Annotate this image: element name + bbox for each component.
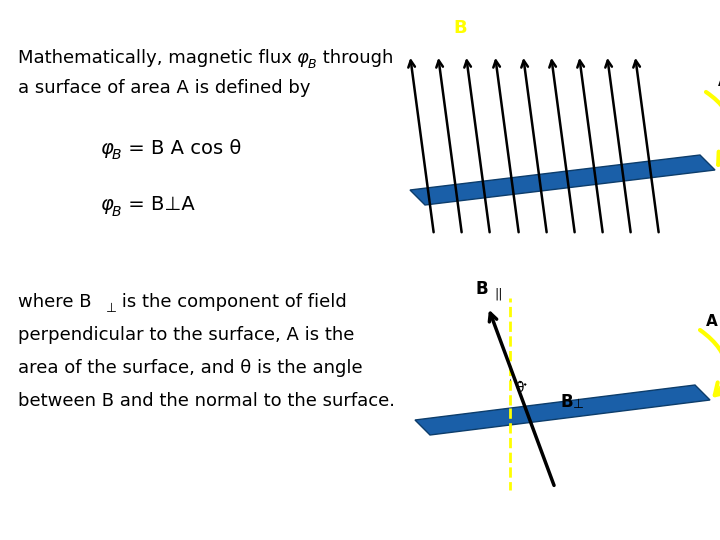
Text: B: B bbox=[112, 148, 122, 162]
FancyArrowPatch shape bbox=[700, 330, 720, 395]
Text: Mathematically, magnetic flux: Mathematically, magnetic flux bbox=[18, 49, 297, 67]
Text: B: B bbox=[476, 280, 488, 298]
Text: ⊥: ⊥ bbox=[106, 302, 117, 315]
Text: area of the surface, and θ is the angle: area of the surface, and θ is the angle bbox=[18, 359, 363, 377]
Text: = B A cos θ: = B A cos θ bbox=[122, 138, 241, 158]
Text: between B and the normal to the surface.: between B and the normal to the surface. bbox=[18, 392, 395, 410]
Text: B: B bbox=[453, 19, 467, 37]
Polygon shape bbox=[415, 385, 710, 435]
Text: B: B bbox=[112, 205, 122, 219]
Text: ||: || bbox=[494, 288, 503, 301]
Text: ⊥: ⊥ bbox=[573, 399, 584, 411]
Text: θ: θ bbox=[516, 381, 524, 395]
Text: a surface of area A is defined by: a surface of area A is defined by bbox=[18, 79, 310, 97]
Text: φ: φ bbox=[100, 195, 113, 214]
Polygon shape bbox=[410, 155, 715, 205]
Text: = B⊥A: = B⊥A bbox=[122, 195, 194, 214]
Text: φ: φ bbox=[100, 138, 113, 158]
FancyArrowPatch shape bbox=[706, 92, 720, 165]
Text: perpendicular to the surface, A is the: perpendicular to the surface, A is the bbox=[18, 326, 354, 344]
Text: is the component of field: is the component of field bbox=[116, 293, 347, 311]
Text: A: A bbox=[706, 314, 718, 329]
Text: where B: where B bbox=[18, 293, 91, 311]
Text: through: through bbox=[317, 49, 393, 67]
Text: B: B bbox=[308, 58, 317, 71]
Text: A: A bbox=[718, 75, 720, 90]
Text: B: B bbox=[560, 393, 572, 411]
Text: φ: φ bbox=[296, 49, 308, 67]
